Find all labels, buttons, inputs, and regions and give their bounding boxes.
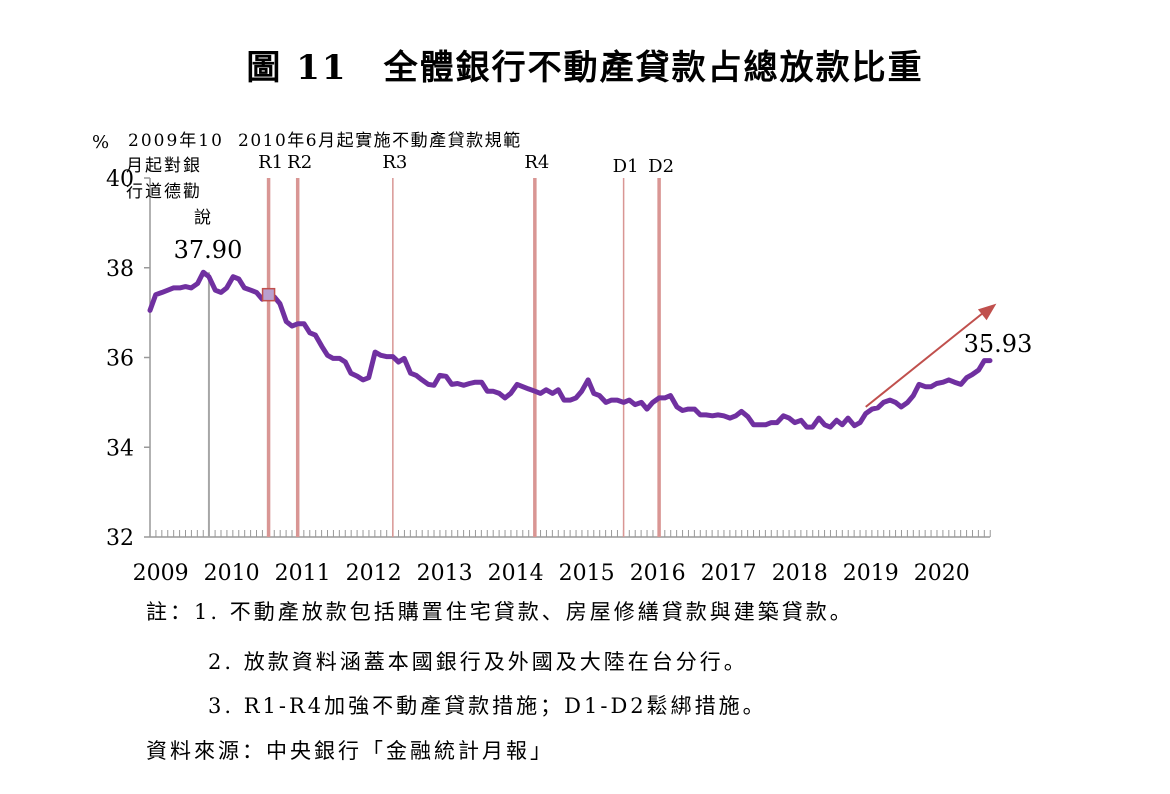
policy-lines: [207, 178, 661, 537]
x-tick-label: 2013: [417, 561, 473, 586]
x-tick-label: 2009: [133, 561, 189, 586]
x-tick-label: 2015: [559, 561, 615, 586]
y-axis-unit: %: [92, 132, 109, 153]
x-tick-label: 2016: [630, 561, 686, 586]
chart-axes: 32 34 36 38 40 2009 2010 2011 2012 2013 2014 2015 20…: [106, 167, 991, 586]
y-tick-label: 34: [106, 436, 134, 461]
note-2: 2. 放款資料涵蓋本國銀行及外國及大陸在台分行。: [208, 650, 748, 674]
x-tick-label: 2018: [772, 561, 828, 586]
y-tick-label: 32: [106, 526, 134, 551]
trend-arrow-head: [977, 303, 997, 321]
x-tick-label: 2012: [346, 561, 402, 586]
policy-label-r1: R1: [258, 152, 283, 173]
guidance-caption: 行道德勸: [126, 182, 202, 202]
policy-label-d2: D2: [648, 156, 674, 177]
note-3: 3. R1-R4加強不動產貸款措施；D1-D2鬆綁措施。: [208, 694, 767, 718]
source-note: 資料來源：中央銀行「金融統計月報」: [146, 739, 554, 763]
trend-arrow-shaft: [865, 307, 990, 408]
policy-caption: 2010年6月起實施不動產貸款規範: [238, 131, 522, 151]
policy-label-r3: R3: [382, 152, 407, 173]
policy-label-d1: D1: [613, 156, 639, 177]
guidance-caption: 月起對銀: [126, 156, 202, 176]
chart-title: 圖 11 全體銀行不動產貸款占總放款比重: [246, 48, 924, 88]
annotation-latest: 35.93: [964, 330, 1033, 358]
x-tick-label: 2017: [701, 561, 757, 586]
line-chart: 32 34 36 38 40 2009 2010 2011 2012 2013 2014 2015 20…: [92, 131, 1032, 586]
guidance-caption: 2009年10: [128, 131, 224, 151]
guidance-caption: 說: [194, 208, 213, 228]
annotation-peak: 37.90: [174, 236, 243, 264]
highlight-marker: [261, 287, 276, 302]
y-tick-label: 40: [106, 167, 134, 192]
note-1: 註：1. 不動產放款包括購置住宅貸款、房屋修繕貸款與建築貸款。: [146, 600, 854, 624]
x-tick-label: 2014: [488, 561, 544, 586]
x-tick-label: 2011: [275, 561, 331, 586]
y-tick-label: 38: [106, 257, 134, 282]
series-layer: [147, 269, 997, 430]
x-tick-label: 2019: [843, 561, 899, 586]
policy-label-r4: R4: [524, 152, 549, 173]
series-line: [147, 269, 993, 430]
y-tick-label: 36: [106, 347, 134, 372]
x-tick-label: 2020: [914, 561, 970, 586]
x-tick-label: 2010: [204, 561, 260, 586]
policy-label-r2: R2: [287, 152, 312, 173]
